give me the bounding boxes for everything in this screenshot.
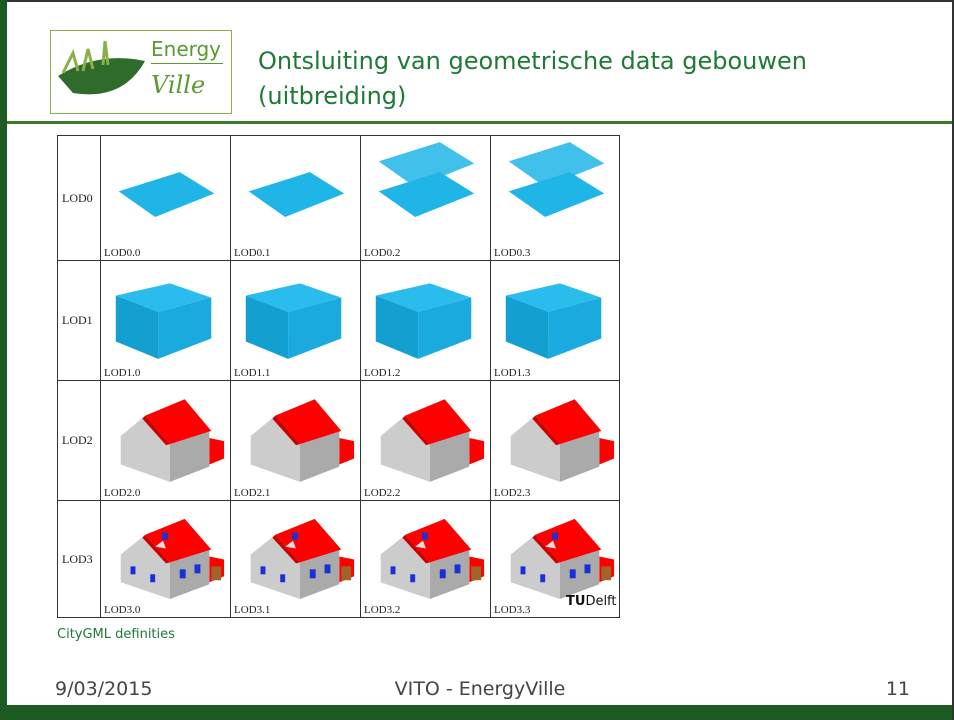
cell-label: LOD1.0 [104,367,140,379]
row-header: LOD1 [58,261,101,381]
lod-model [231,140,359,247]
cell-label: LOD2.0 [104,487,140,499]
table-cell: LOD0.2 [361,136,491,261]
lod-model [231,505,359,604]
tudelft-logo: TUDelft [566,594,617,609]
cell-label: LOD3.2 [364,604,400,616]
row-label: LOD1 [62,313,93,328]
lod-model [361,505,489,604]
logo-text: Energy [151,37,221,61]
lod-model [361,140,489,247]
lod-model [361,385,489,487]
table-cell: LOD2.3 [491,381,620,501]
logo: Energy Ville [50,30,232,114]
header-rule [7,121,952,124]
cell-label: LOD0.3 [494,247,530,259]
table-cell: LOD3.0 [101,501,231,618]
lod-model [491,265,619,367]
bottom-border [0,705,954,720]
cell-label: LOD2.2 [364,487,400,499]
logo-leaf [53,31,148,111]
row-label: LOD2 [62,433,93,448]
lod-model [491,140,619,247]
title: Ontsluiting van geometrische data gebouw… [258,44,807,114]
table-cell: LOD2.1 [231,381,361,501]
cell-label: LOD3.0 [104,604,140,616]
table-cell: LOD2.0 [101,381,231,501]
row-header: LOD3 [58,501,101,618]
row-label: LOD3 [62,552,93,567]
footer-page: 11 [880,678,910,700]
logo-text: Ville [151,71,205,99]
cell-label: LOD0.0 [104,247,140,259]
lod-model [361,265,489,367]
cell-label: LOD1.3 [494,367,530,379]
cell-label: LOD0.2 [364,247,400,259]
table-cell: LOD3.2 [361,501,491,618]
row-header: LOD2 [58,381,101,501]
row-label: LOD0 [62,191,93,206]
tudelft-tu: TU [566,594,585,609]
footer-date: 9/03/2015 [55,678,152,700]
title-line: Ontsluiting van geometrische data gebouw… [258,44,807,79]
left-border [0,0,7,720]
lod-model [101,140,229,247]
table-cell: LOD1.3 [491,261,620,381]
table-cell: LOD0.3 [491,136,620,261]
lod-model [101,385,229,487]
table-cell: LOD2.2 [361,381,491,501]
table-cell: LOD1.2 [361,261,491,381]
table-cell: LOD0.1 [231,136,361,261]
table-cell: LOD1.0 [101,261,231,381]
lod-model [491,385,619,487]
cell-label: LOD2.1 [234,487,270,499]
lod-table: LOD0 LOD0.0 LOD0.1 LOD0.2 LOD0.3 LOD1 LOD1.0 LO… [57,135,620,618]
table-cell: LOD0.0 [101,136,231,261]
cell-label: LOD1.2 [364,367,400,379]
cell-label: LOD3.3 [494,604,530,616]
lod-model [231,265,359,367]
lod-model [231,385,359,487]
cell-label: LOD3.1 [234,604,270,616]
logo-rule [151,63,223,64]
lod-model [101,505,229,604]
cell-label: LOD1.1 [234,367,270,379]
title-line: (uitbreiding) [258,79,807,114]
slide: Energy Ville Ontsluiting van geometrisch… [0,0,954,720]
table-cell: LOD1.1 [231,261,361,381]
cell-label: LOD2.3 [494,487,530,499]
lod-model [491,505,619,604]
cell-label: LOD0.1 [234,247,270,259]
tudelft-text: Delft [585,594,616,609]
top-border [0,0,954,2]
footer-center: VITO - EnergyVille [380,678,580,700]
lod-model [101,265,229,367]
row-header: LOD0 [58,136,101,261]
table-cell: LOD3.1 [231,501,361,618]
caption: CityGML definities [57,627,175,642]
